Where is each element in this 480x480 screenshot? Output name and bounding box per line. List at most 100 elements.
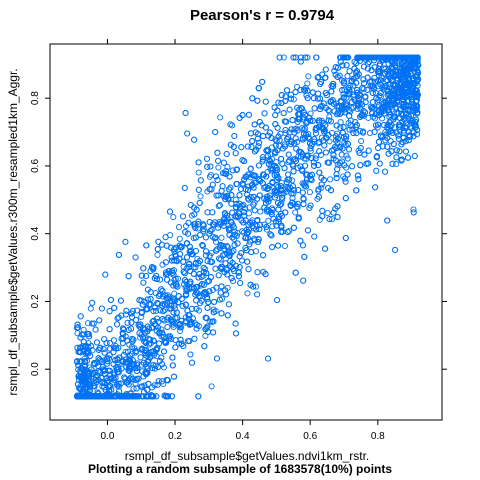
data-point [244,290,251,297]
data-point [402,120,409,127]
data-point [169,295,177,302]
data-point [253,283,260,290]
data-point [259,78,266,85]
data-point [202,234,209,241]
data-point [174,275,182,282]
data-point [329,97,336,104]
data-point [132,254,139,261]
data-point [119,331,127,338]
data-point [225,301,233,308]
data-point [354,86,361,94]
data-point [339,129,346,136]
data-point [179,302,186,310]
data-point [356,95,363,102]
data-point [171,257,178,264]
data-point [84,370,91,377]
data-point [206,252,213,259]
data-point [212,238,220,245]
data-point [133,347,140,355]
data-point [211,235,218,242]
data-point [250,201,257,208]
data-point [199,241,206,249]
data-point [267,158,274,165]
data-point [398,156,405,163]
data-point [313,54,320,61]
data-point [393,84,400,91]
data-point [221,251,228,258]
data-point [334,130,341,137]
data-point [317,106,324,113]
data-point [370,113,377,120]
data-point [208,186,215,193]
data-point [305,134,312,141]
data-point [278,155,285,162]
data-point [189,251,196,258]
data-point [300,201,307,208]
data-point [115,251,122,258]
data-point [395,132,402,139]
data-point [344,171,351,178]
data-point [400,127,407,134]
data-point [223,212,230,219]
data-point [89,299,96,306]
data-point [299,242,306,249]
data-point [185,312,192,319]
data-point [364,86,371,93]
data-point [314,74,321,81]
data-point [326,108,333,115]
data-point [401,67,408,74]
data-point [269,179,276,186]
data-point [307,175,314,182]
data-point [119,325,127,332]
data-point [154,381,161,388]
data-point [371,128,378,135]
data-point [155,238,162,245]
data-point [249,138,256,145]
data-point [192,264,199,271]
data-point [135,393,142,400]
data-point [230,265,237,272]
data-point [207,171,214,178]
data-point [105,393,112,400]
data-point [200,281,208,288]
data-point [295,186,302,194]
data-point [283,179,290,186]
data-point [196,270,203,278]
data-point [278,222,285,229]
data-point [197,282,204,289]
data-point [141,338,148,345]
data-point [232,320,239,327]
data-point [119,340,126,347]
data-point [78,331,85,338]
data-point [76,348,83,355]
data-point [144,365,151,372]
data-point [213,192,220,199]
data-point [334,111,341,118]
data-point [184,130,191,137]
data-point [316,117,323,124]
data-point [153,276,161,283]
data-point [153,272,160,279]
data-point [159,287,166,294]
data-point [192,234,199,241]
data-point [215,192,222,199]
data-point [236,200,243,207]
data-point [243,247,250,254]
data-point [254,135,261,142]
data-point [213,247,220,254]
data-point [342,135,349,143]
data-point [180,258,187,265]
data-point [235,269,242,276]
data-point [254,269,261,276]
data-point [389,129,396,136]
data-point [290,168,297,175]
data-point [242,186,249,193]
data-point [256,139,263,146]
data-point [341,162,348,169]
data-point [99,358,106,365]
data-point [384,121,391,129]
data-point [158,241,165,248]
data-point [217,114,224,121]
data-point [111,304,118,311]
data-point [404,107,411,114]
